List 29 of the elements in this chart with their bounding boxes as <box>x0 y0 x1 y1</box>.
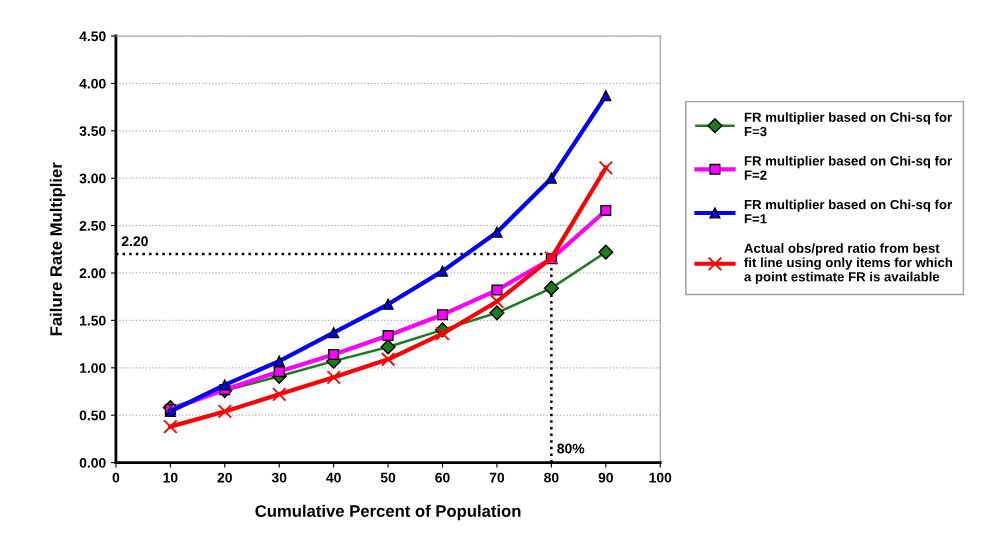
legend-label: FR multiplier based on Chi-sq for F=2 <box>744 155 952 180</box>
ref-line-label: 2.20 <box>121 236 148 247</box>
y-tick-label: 0.50 <box>79 410 106 421</box>
y-tick-label: 1.00 <box>80 363 106 373</box>
y-tick-label: 0.00 <box>79 457 106 468</box>
x-tick-label: 100 <box>649 472 672 483</box>
y-tick-label: 3.00 <box>79 173 106 184</box>
y-tick-label: 4.50 <box>79 31 106 42</box>
x-tick-label: 50 <box>380 472 396 483</box>
legend-label: FR multiplier based on Chi-sq for F=3 <box>744 112 952 137</box>
ref-line-label: 80% <box>557 443 585 454</box>
x-tick-label: 30 <box>271 472 287 483</box>
x-axis-title: Cumulative Percent of Population <box>255 504 521 521</box>
x-tick-label: 90 <box>598 472 613 483</box>
y-tick-label: 2.50 <box>79 220 106 231</box>
x-tick-label: 40 <box>326 472 341 483</box>
x-tick-label: 20 <box>217 472 232 483</box>
y-tick-label: 4.00 <box>79 78 106 89</box>
y-axis-title: Failure Rate Multiplier <box>49 162 66 336</box>
y-tick-label: 1.50 <box>80 315 106 326</box>
x-tick-label: 70 <box>489 472 505 483</box>
legend-label: FR multiplier based on Chi-sq for F=1 <box>744 199 952 224</box>
x-tick-label: 0 <box>112 472 120 483</box>
y-tick-label: 2.00 <box>79 268 106 279</box>
x-tick-label: 60 <box>435 472 450 483</box>
x-tick-label: 80 <box>544 472 559 483</box>
legend-label: Actual obs/pred ratio from best fit line using only items for which a point estimate FR is available <box>744 243 953 284</box>
x-tick-label: 10 <box>163 472 178 483</box>
y-tick-label: 3.50 <box>79 126 106 136</box>
